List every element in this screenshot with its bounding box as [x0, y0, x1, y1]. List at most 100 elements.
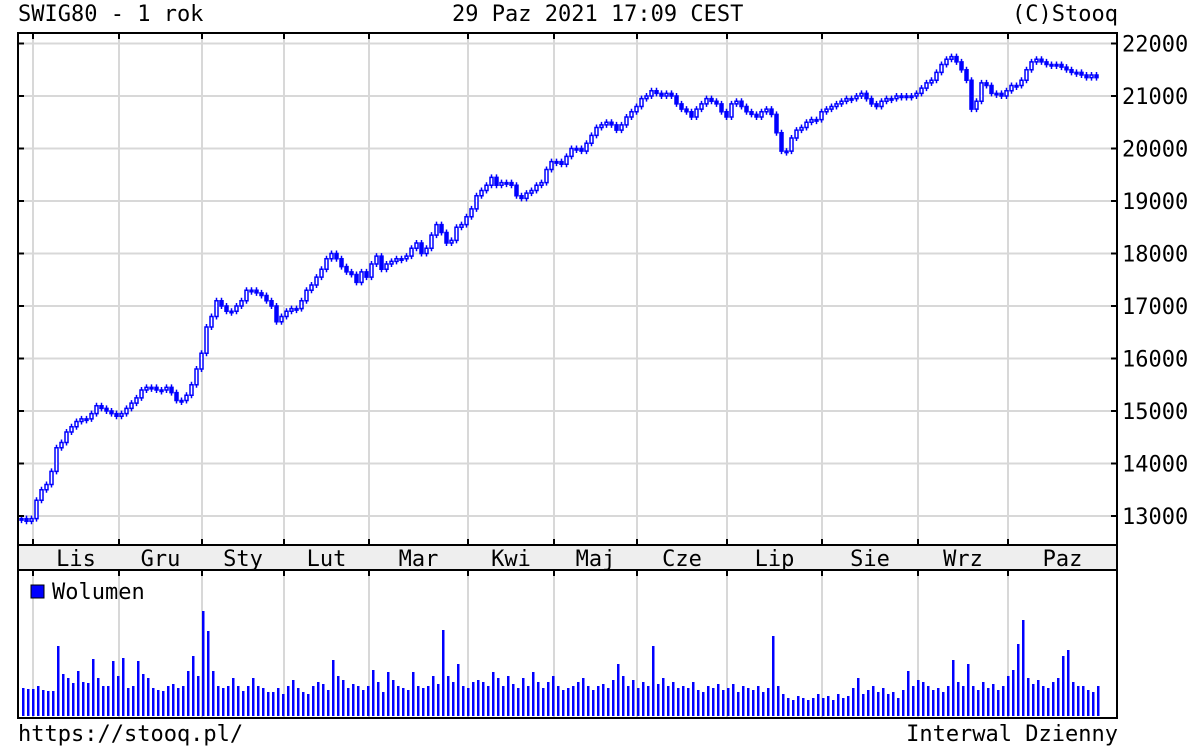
candle [619, 124, 624, 131]
candle [954, 55, 959, 63]
candle [134, 397, 139, 404]
volume-bar [67, 678, 70, 716]
candle [209, 315, 214, 328]
volume-bar [1082, 686, 1085, 716]
volume-bar [302, 692, 305, 716]
candle [499, 181, 504, 186]
volume-bar [72, 683, 75, 716]
volume-bar [212, 671, 215, 716]
candle [1019, 79, 1024, 87]
candle [219, 300, 224, 307]
candle [604, 121, 609, 126]
candle [794, 129, 799, 139]
volume-bar [552, 676, 555, 716]
volume-bar [1007, 676, 1010, 716]
volume-bar [792, 700, 795, 716]
volume-bar [372, 670, 375, 716]
volume-bar [122, 658, 125, 716]
candle [229, 310, 234, 314]
volume-bar [1032, 684, 1035, 716]
volume-bar [722, 690, 725, 716]
volume-bar [97, 678, 100, 716]
price-series [19, 53, 1099, 525]
candle [649, 90, 654, 97]
volume-bar [342, 680, 345, 716]
candle [554, 160, 559, 164]
volume-bar [577, 682, 580, 716]
candle [374, 255, 379, 265]
volume-bar [772, 636, 775, 716]
month-label: Mar [399, 547, 439, 572]
volume-bar [747, 688, 750, 716]
volume-bar [832, 700, 835, 716]
volume-bar [282, 694, 285, 716]
candle [574, 147, 579, 151]
candle [889, 97, 894, 101]
candle [749, 111, 754, 116]
volume-bar [752, 690, 755, 716]
candle [224, 305, 229, 312]
volume-bar [802, 698, 805, 716]
candle [609, 121, 614, 126]
y-axis: 13000 14000 15000 16000 17000 18000 19000 20000… [18, 33, 1188, 530]
volume-bar [1057, 678, 1060, 716]
candle [494, 176, 499, 186]
candle [839, 100, 844, 105]
volume-bar [1092, 692, 1095, 716]
candle [734, 100, 739, 105]
candle [1054, 63, 1059, 67]
volume-bar [1067, 650, 1070, 716]
volume-bar [742, 686, 745, 716]
volume-bar [957, 682, 960, 716]
volume-bar [237, 686, 240, 716]
volume-bar [1047, 688, 1050, 716]
volume-bar [612, 680, 615, 716]
y-tick-label: 22000 [1122, 33, 1188, 58]
candle [334, 252, 339, 260]
volume-bar [472, 682, 475, 716]
volume-bar [257, 686, 260, 716]
candle [329, 252, 334, 260]
volume-bar [1097, 686, 1100, 716]
volume-bar [897, 698, 900, 716]
candle [1089, 74, 1094, 79]
candle [279, 315, 284, 323]
volume-bar [727, 688, 730, 716]
candle [264, 294, 269, 302]
volume-bar [332, 660, 335, 716]
candle [19, 517, 24, 521]
candle [299, 300, 304, 310]
candle [1084, 74, 1089, 79]
candle [394, 258, 399, 263]
candle [1064, 66, 1069, 71]
volume-bar [842, 698, 845, 716]
month-labels: Lis Gru Sty Lut Mar Kwi Maj Cze Lip Sie Wrz Paz [56, 547, 1082, 572]
candle [259, 292, 264, 297]
volume-bar [222, 688, 225, 716]
source-url[interactable]: https://stooq.pl/ [18, 722, 244, 747]
candle [324, 258, 329, 270]
candle [939, 63, 944, 74]
volume-bar [827, 696, 830, 716]
candle [614, 124, 619, 131]
volume-bar [887, 694, 890, 716]
volume-bar [707, 686, 710, 716]
volume-bar [912, 686, 915, 716]
candle [1069, 69, 1074, 74]
candle [319, 268, 324, 278]
volume-bar [672, 682, 675, 716]
candle [664, 92, 669, 97]
candle [234, 305, 239, 312]
volume-bar [642, 682, 645, 716]
candle [869, 97, 874, 105]
volume-series [22, 611, 1100, 716]
volume-bar [247, 686, 250, 716]
volume-bar [1077, 686, 1080, 716]
candle [789, 137, 794, 152]
volume-bar [1002, 686, 1005, 716]
volume-bar [27, 689, 30, 716]
candle [469, 208, 474, 218]
volume-bar [592, 690, 595, 716]
volume-bar [617, 664, 620, 716]
candle [714, 100, 719, 105]
